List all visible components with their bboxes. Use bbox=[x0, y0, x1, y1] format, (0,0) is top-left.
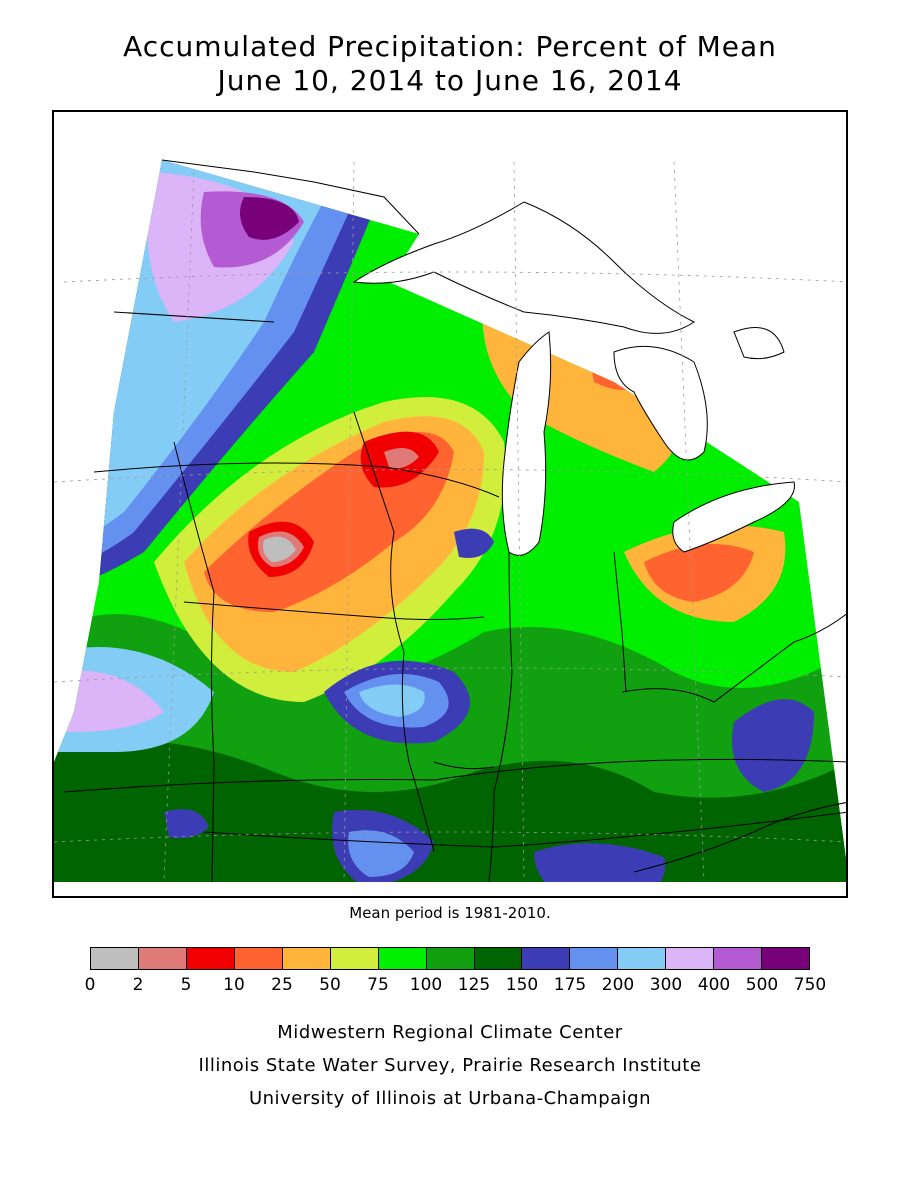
legend-swatch bbox=[714, 948, 763, 969]
legend-tick-label: 5 bbox=[180, 975, 192, 995]
legend-swatch bbox=[762, 948, 810, 969]
legend-swatch bbox=[666, 948, 715, 969]
legend-tick-label: 200 bbox=[601, 975, 635, 995]
legend-swatch bbox=[186, 948, 235, 969]
boundaries bbox=[63, 159, 846, 883]
map-date-range: June 10, 2014 to June 16, 2014 bbox=[217, 64, 683, 97]
legend-swatch bbox=[474, 948, 523, 969]
legend-tick-label: 25 bbox=[271, 975, 293, 995]
legend-tick-label: 750 bbox=[793, 975, 827, 995]
legend-tick-label: 50 bbox=[319, 975, 341, 995]
legend-swatch bbox=[426, 948, 475, 969]
legend-tick-label: 2 bbox=[132, 975, 144, 995]
legend-tick-label: 175 bbox=[553, 975, 587, 995]
precipitation-map bbox=[52, 110, 848, 898]
legend-tick-label: 500 bbox=[745, 975, 779, 995]
great-lakes bbox=[352, 201, 795, 556]
credit-uiuc: University of Illinois at Urbana-Champai… bbox=[248, 1088, 652, 1109]
legend-tick-label: 75 bbox=[367, 975, 389, 995]
legend-swatch bbox=[618, 948, 667, 969]
legend-swatch bbox=[570, 948, 619, 969]
legend-swatch bbox=[138, 948, 187, 969]
mean-period-note: Mean period is 1981-2010. bbox=[349, 904, 551, 922]
legend-swatch bbox=[234, 948, 283, 969]
legend-swatch bbox=[378, 948, 427, 969]
legend-tick-label: 10 bbox=[223, 975, 245, 995]
legend-tick-label: 125 bbox=[457, 975, 491, 995]
legend-swatch bbox=[330, 948, 379, 969]
legend-color-bar bbox=[90, 947, 810, 970]
legend-swatch bbox=[91, 948, 139, 969]
graticule bbox=[54, 161, 846, 883]
credit-mrcc: Midwestern Regional Climate Center bbox=[277, 1022, 623, 1043]
legend-tick-label: 300 bbox=[649, 975, 683, 995]
legend-tick-label: 400 bbox=[697, 975, 731, 995]
legend-tick-labels: 0 2 5 10 25 50 75 100 125 150 175 200 300 400 500 750 bbox=[85, 975, 827, 997]
legend-swatch bbox=[522, 948, 571, 969]
map-title: Accumulated Precipitation: Percent of Me… bbox=[123, 30, 777, 63]
legend-tick-label: 150 bbox=[505, 975, 539, 995]
map-canvas bbox=[54, 159, 846, 883]
legend-tick-label: 100 bbox=[409, 975, 443, 995]
legend-swatch bbox=[282, 948, 331, 969]
credit-isws: Illinois State Water Survey, Prairie Res… bbox=[198, 1055, 702, 1076]
legend-tick-label: 0 bbox=[84, 975, 96, 995]
